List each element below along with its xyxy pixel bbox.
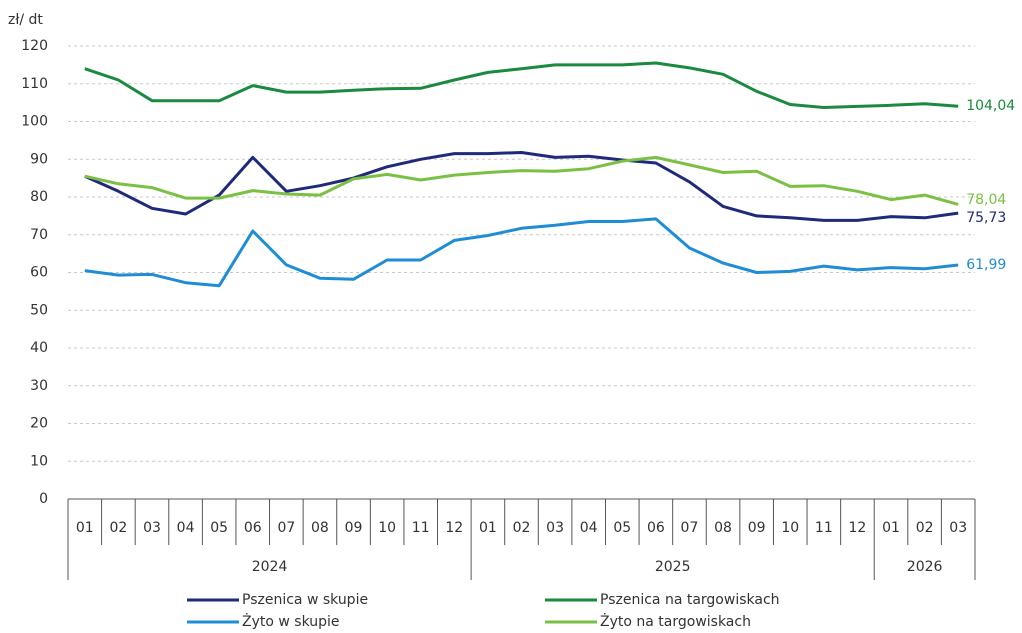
series-line <box>84 217 959 288</box>
legend-label: Pszenica na targowiskach <box>600 592 780 608</box>
legend-label: Żyto na targowiskach <box>600 612 751 630</box>
y-tick-label: 70 <box>30 227 48 243</box>
value-label: 75,73 <box>966 210 1006 226</box>
y-tick-label: 60 <box>30 265 48 281</box>
x-tick-label: 10 <box>781 520 799 536</box>
y-tick-label: 90 <box>30 151 48 167</box>
y-tick-label: 110 <box>21 76 48 92</box>
x-tick-label: 09 <box>748 520 766 536</box>
y-axis-label: zł/ dt <box>8 12 43 28</box>
value-label: 78,04 <box>966 192 1006 208</box>
x-tick-label: 05 <box>210 520 228 536</box>
x-group-label: 2024 <box>252 559 288 575</box>
x-tick-label: 10 <box>378 520 396 536</box>
value-label: 61,99 <box>966 257 1006 273</box>
x-tick-label: 06 <box>244 520 262 536</box>
x-tick-label: 01 <box>882 520 900 536</box>
x-group-label: 2025 <box>655 559 691 575</box>
y-tick-label: 100 <box>21 114 48 130</box>
x-tick-label: 03 <box>949 520 967 536</box>
y-tick-label: 20 <box>30 416 48 432</box>
x-tick-label: 12 <box>849 520 867 536</box>
y-tick-label: 0 <box>39 491 48 507</box>
x-tick-label: 07 <box>277 520 295 536</box>
x-tick-label: 06 <box>647 520 665 536</box>
x-tick-label: 03 <box>143 520 161 536</box>
x-tick-label: 04 <box>580 520 598 536</box>
x-tick-label: 03 <box>546 520 564 536</box>
series-line <box>84 155 959 206</box>
x-tick-label: 02 <box>513 520 531 536</box>
x-tick-label: 11 <box>815 520 833 536</box>
x-tick-label: 08 <box>311 520 329 536</box>
x-tick-label: 08 <box>714 520 732 536</box>
series-line <box>84 151 959 222</box>
x-tick-label: 01 <box>479 520 497 536</box>
y-tick-label: 40 <box>30 340 48 356</box>
x-tick-label: 05 <box>613 520 631 536</box>
x-tick-label: 01 <box>76 520 94 536</box>
x-tick-label: 11 <box>412 520 430 536</box>
x-group-label: 2026 <box>907 559 943 575</box>
x-tick-label: 09 <box>345 520 363 536</box>
legend-label: Żyto w skupie <box>242 612 340 630</box>
y-tick-label: 50 <box>30 302 48 318</box>
value-label: 104,04 <box>966 98 1015 114</box>
x-tick-label: 02 <box>109 520 127 536</box>
legend-label: Pszenica w skupie <box>242 592 368 608</box>
y-tick-label: 30 <box>30 378 48 394</box>
x-tick-label: 02 <box>916 520 934 536</box>
x-tick-label: 04 <box>177 520 195 536</box>
y-tick-label: 120 <box>21 38 48 54</box>
x-tick-label: 12 <box>445 520 463 536</box>
y-tick-label: 10 <box>30 453 48 469</box>
series-line <box>84 61 959 109</box>
y-tick-label: 80 <box>30 189 48 205</box>
x-tick-label: 07 <box>681 520 699 536</box>
